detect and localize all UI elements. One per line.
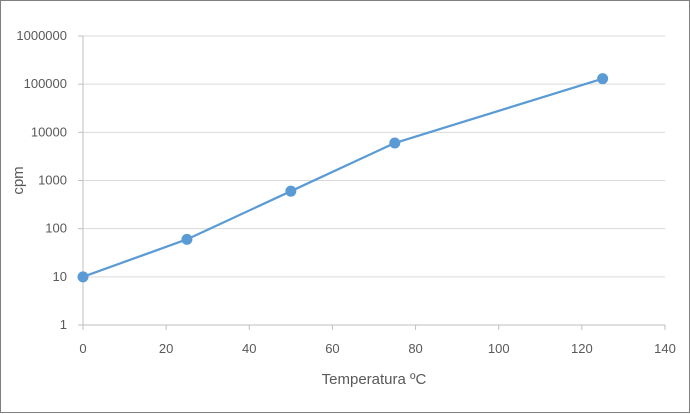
x-tick-label: 140 <box>654 341 676 356</box>
x-tick-label: 80 <box>408 341 422 356</box>
x-axis-title: Temperatura ºC <box>322 371 427 388</box>
gridlines <box>83 35 665 278</box>
axes <box>78 35 666 330</box>
x-tick-label: 100 <box>488 341 510 356</box>
data-point <box>285 185 297 197</box>
y-tick-label: 100 <box>45 221 67 236</box>
y-tick-label: 1000000 <box>16 28 67 43</box>
data-point <box>181 233 193 245</box>
y-axis-title: cpm <box>10 166 27 194</box>
tick-labels: 0 20 40 60 80 100 120 140 1 10 100 1000 10000 100000 1… <box>16 28 675 356</box>
x-tick-label: 0 <box>79 341 86 356</box>
data-point <box>597 73 609 85</box>
series-layer <box>77 73 609 283</box>
y-tick-label: 10 <box>53 269 67 284</box>
data-point <box>77 271 89 283</box>
series-line <box>82 77 603 278</box>
x-tick-label: 60 <box>325 341 339 356</box>
x-tick-label: 40 <box>242 341 256 356</box>
y-tick-label: 1 <box>60 317 67 332</box>
y-tick-label: 100000 <box>24 76 67 91</box>
y-tick-label: 10000 <box>31 124 67 139</box>
data-point <box>389 137 401 149</box>
y-tick-label: 1000 <box>38 173 67 188</box>
x-tick-label: 20 <box>159 341 173 356</box>
x-tick-label: 120 <box>571 341 593 356</box>
